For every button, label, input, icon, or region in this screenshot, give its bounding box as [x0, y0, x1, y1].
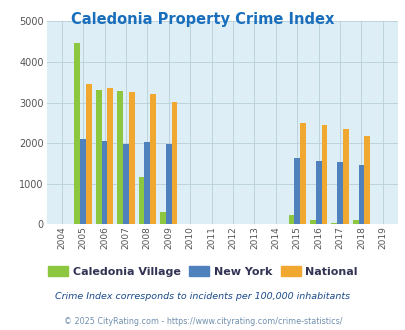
Bar: [294, 158, 299, 224]
Bar: [107, 87, 113, 224]
Bar: [86, 84, 92, 224]
Bar: [363, 136, 369, 224]
Text: © 2025 CityRating.com - https://www.cityrating.com/crime-statistics/: © 2025 CityRating.com - https://www.city…: [64, 317, 341, 326]
Bar: [309, 220, 315, 224]
Bar: [336, 162, 342, 224]
Bar: [288, 215, 294, 224]
Bar: [330, 223, 336, 224]
Bar: [315, 161, 321, 224]
Bar: [150, 94, 156, 224]
Bar: [139, 177, 144, 224]
Bar: [321, 125, 326, 224]
Bar: [80, 139, 86, 224]
Bar: [128, 92, 134, 224]
Text: Caledonia Property Crime Index: Caledonia Property Crime Index: [71, 12, 334, 26]
Bar: [96, 90, 101, 224]
Bar: [74, 43, 80, 224]
Bar: [144, 143, 150, 224]
Bar: [299, 123, 305, 224]
Bar: [166, 144, 171, 224]
Bar: [342, 129, 348, 224]
Legend: Caledonia Village, New York, National: Caledonia Village, New York, National: [43, 261, 362, 281]
Bar: [101, 141, 107, 224]
Bar: [123, 144, 128, 224]
Bar: [171, 102, 177, 224]
Bar: [352, 220, 358, 224]
Bar: [358, 165, 363, 224]
Text: Crime Index corresponds to incidents per 100,000 inhabitants: Crime Index corresponds to incidents per…: [55, 292, 350, 301]
Bar: [160, 212, 166, 224]
Bar: [117, 91, 123, 224]
